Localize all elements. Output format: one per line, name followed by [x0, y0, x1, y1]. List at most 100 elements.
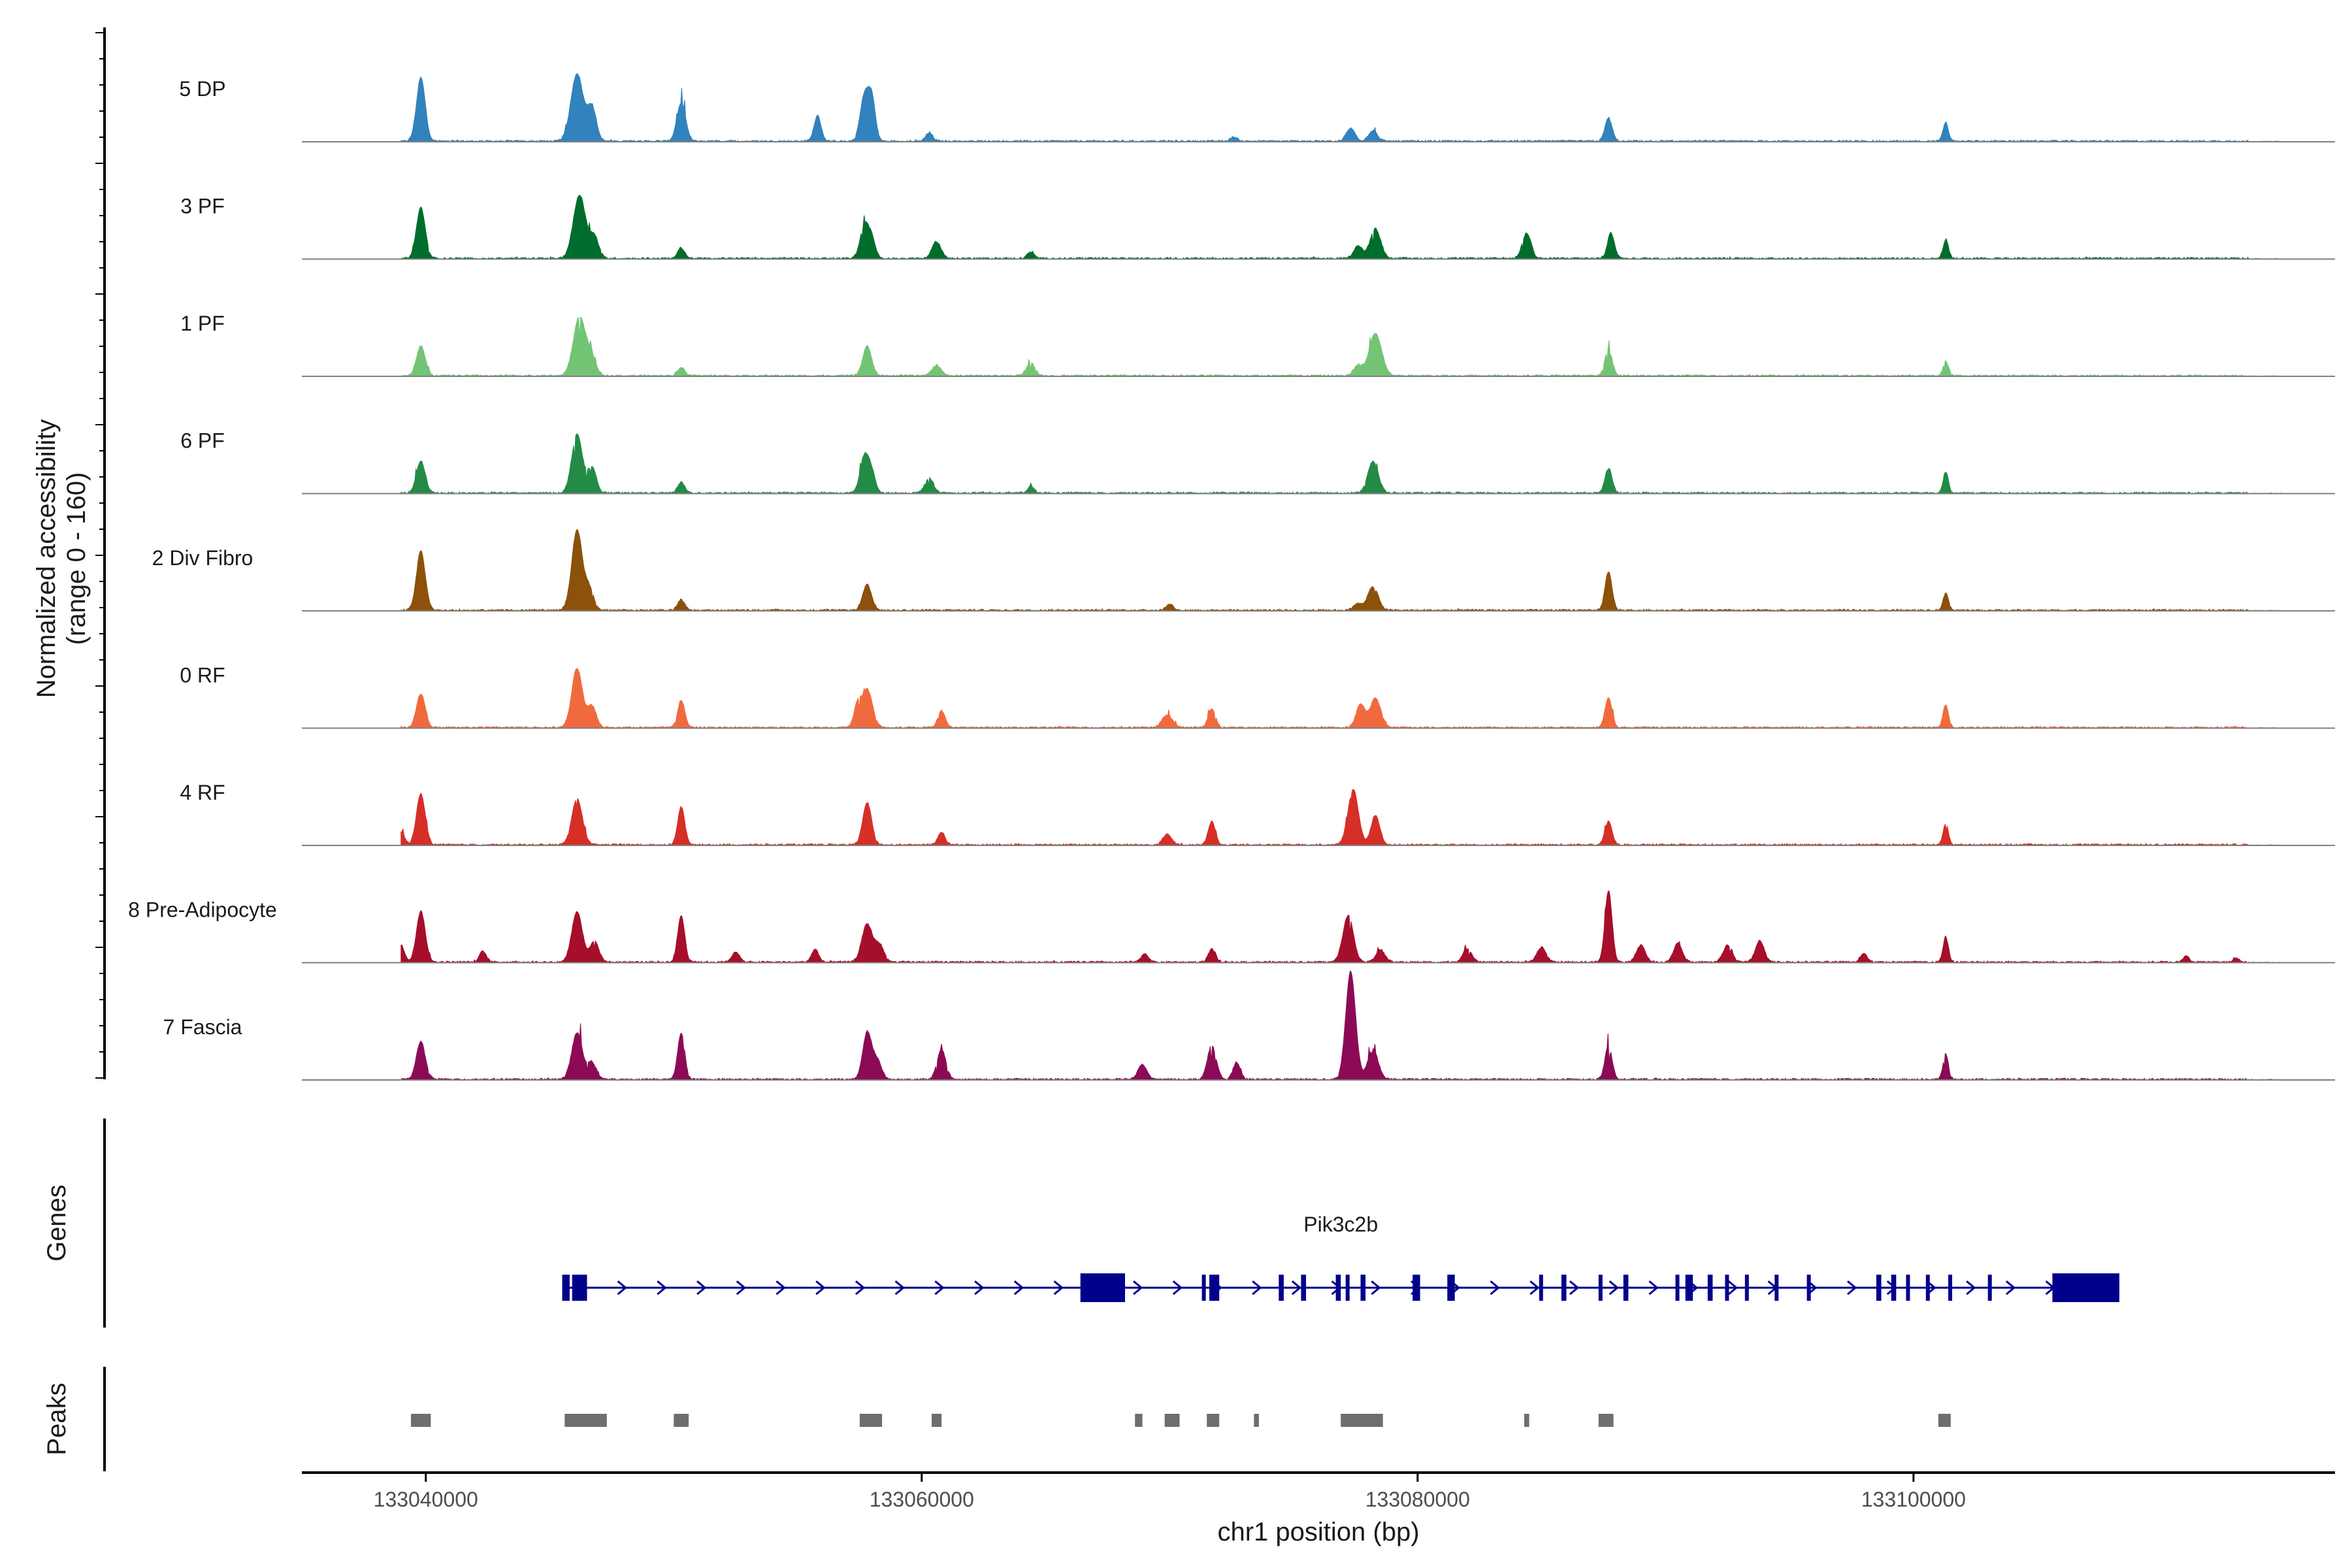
exon [562, 1275, 570, 1301]
exon [1685, 1275, 1693, 1301]
coverage-area [400, 970, 2281, 1081]
strand-arrow [894, 1280, 905, 1296]
exon [1345, 1275, 1350, 1301]
track-5-dp: 5 DP [179, 73, 2335, 142]
strand-arrow [1846, 1280, 1857, 1296]
exon [1707, 1275, 1713, 1301]
y-axis-title-line2: (range 0 - 160) [62, 472, 91, 645]
strand-arrow [1371, 1280, 1381, 1296]
peak-region [674, 1414, 689, 1427]
peak-region [1164, 1414, 1180, 1427]
peak-regions-track [411, 1414, 1951, 1427]
exon [1335, 1275, 1341, 1301]
coverage-y-axis-title: Normalized accessibility (range 0 - 160) [32, 419, 91, 698]
exon [1598, 1275, 1603, 1301]
track-label: 8 Pre-Adipocyte [128, 898, 277, 922]
gene-annotation-track: Pik3c2b [562, 1213, 2119, 1302]
strand-arrow [1252, 1280, 1262, 1296]
exon [1561, 1275, 1567, 1301]
exon [1413, 1275, 1420, 1301]
strand-arrow [696, 1280, 707, 1296]
track-label: 2 Div Fibro [152, 546, 253, 570]
track-1-pf: 1 PF [180, 312, 2335, 377]
coverage-y-ticks [95, 32, 105, 1079]
strand-arrow [2005, 1280, 2016, 1296]
strand-arrow [1053, 1280, 1064, 1296]
track-label: 1 PF [180, 312, 225, 335]
track-7-fascia: 7 Fascia [163, 970, 2335, 1081]
peak-region [1207, 1414, 1220, 1427]
strand-arrow [1172, 1280, 1183, 1296]
strand-arrow [736, 1280, 747, 1296]
exon [1925, 1275, 1930, 1301]
exon [1623, 1275, 1629, 1301]
strand-arrow [657, 1280, 667, 1296]
exon [2052, 1273, 2119, 1302]
peak-region [564, 1414, 607, 1427]
exon [1806, 1275, 1811, 1301]
strand-arrow [1291, 1280, 1302, 1296]
track-8-pre-adipocyte: 8 Pre-Adipocyte [128, 890, 2335, 964]
x-tick-label: 133040000 [374, 1488, 478, 1511]
exon [1906, 1275, 1910, 1301]
gene-label: Pik3c2b [1303, 1213, 1378, 1236]
coverage-area [400, 890, 2281, 964]
exon [1447, 1275, 1455, 1301]
strand-arrow [1569, 1280, 1580, 1296]
peak-region [1524, 1414, 1529, 1427]
exon [1725, 1275, 1729, 1301]
strand-arrow [1529, 1280, 1540, 1296]
track-label: 6 PF [180, 429, 225, 453]
strand-arrow [974, 1280, 985, 1296]
exon [1209, 1275, 1220, 1301]
strand-arrow [1609, 1280, 1619, 1296]
exon [1948, 1275, 1952, 1301]
strand-arrow [617, 1280, 627, 1296]
track-label: 0 RF [180, 664, 225, 687]
exon [1201, 1275, 1206, 1301]
x-tick-label: 133100000 [1861, 1488, 1966, 1511]
strand-arrow [855, 1280, 866, 1296]
peak-region [1254, 1414, 1259, 1427]
gene-pik3c2b: Pik3c2b [562, 1213, 2119, 1302]
track-0-rf: 0 RF [180, 664, 2335, 729]
exon [1539, 1275, 1543, 1301]
coverage-area [400, 668, 2281, 729]
coverage-tracks: 5 DP 3 PF 1 PF 6 PF 2 Div Fibro 0 RF 4 RF 8 Pre… [128, 73, 2335, 1081]
exon [1675, 1275, 1680, 1301]
coverage-area [400, 316, 2281, 377]
x-tick-label: 133060000 [870, 1488, 974, 1511]
coverage-area [400, 529, 2281, 612]
y-axis-title-line1: Normalized accessibility [32, 419, 61, 698]
exon [1774, 1275, 1779, 1301]
exon [1080, 1273, 1125, 1302]
coverage-area [400, 789, 2281, 846]
peak-region [1598, 1414, 1614, 1427]
genes-panel-label: Genes [42, 1184, 71, 1262]
track-4-rf: 4 RF [180, 781, 2335, 846]
track-6-pf: 6 PF [180, 429, 2335, 495]
peak-region [1341, 1414, 1383, 1427]
strand-arrow [1966, 1280, 1976, 1296]
exon [1279, 1275, 1284, 1301]
peak-region [859, 1414, 883, 1427]
exon [1987, 1275, 1992, 1301]
x-axis-title: chr1 position (bp) [1217, 1518, 1419, 1546]
peaks-panel-label: Peaks [42, 1382, 71, 1455]
track-label: 4 RF [180, 781, 225, 804]
track-3-pf: 3 PF [180, 194, 2335, 260]
exon [1891, 1275, 1897, 1301]
coverage-area [400, 194, 2281, 260]
strand-arrow [815, 1280, 826, 1296]
exon [1744, 1275, 1749, 1301]
strand-arrow [934, 1280, 945, 1296]
strand-arrow [1132, 1280, 1143, 1296]
peak-region [932, 1414, 942, 1427]
exon [1876, 1275, 1882, 1301]
coverage-area [400, 433, 2281, 495]
strand-arrow [1727, 1280, 1739, 1296]
exon [1301, 1275, 1306, 1301]
peak-region [1938, 1414, 1951, 1427]
peak-region [1135, 1414, 1143, 1427]
